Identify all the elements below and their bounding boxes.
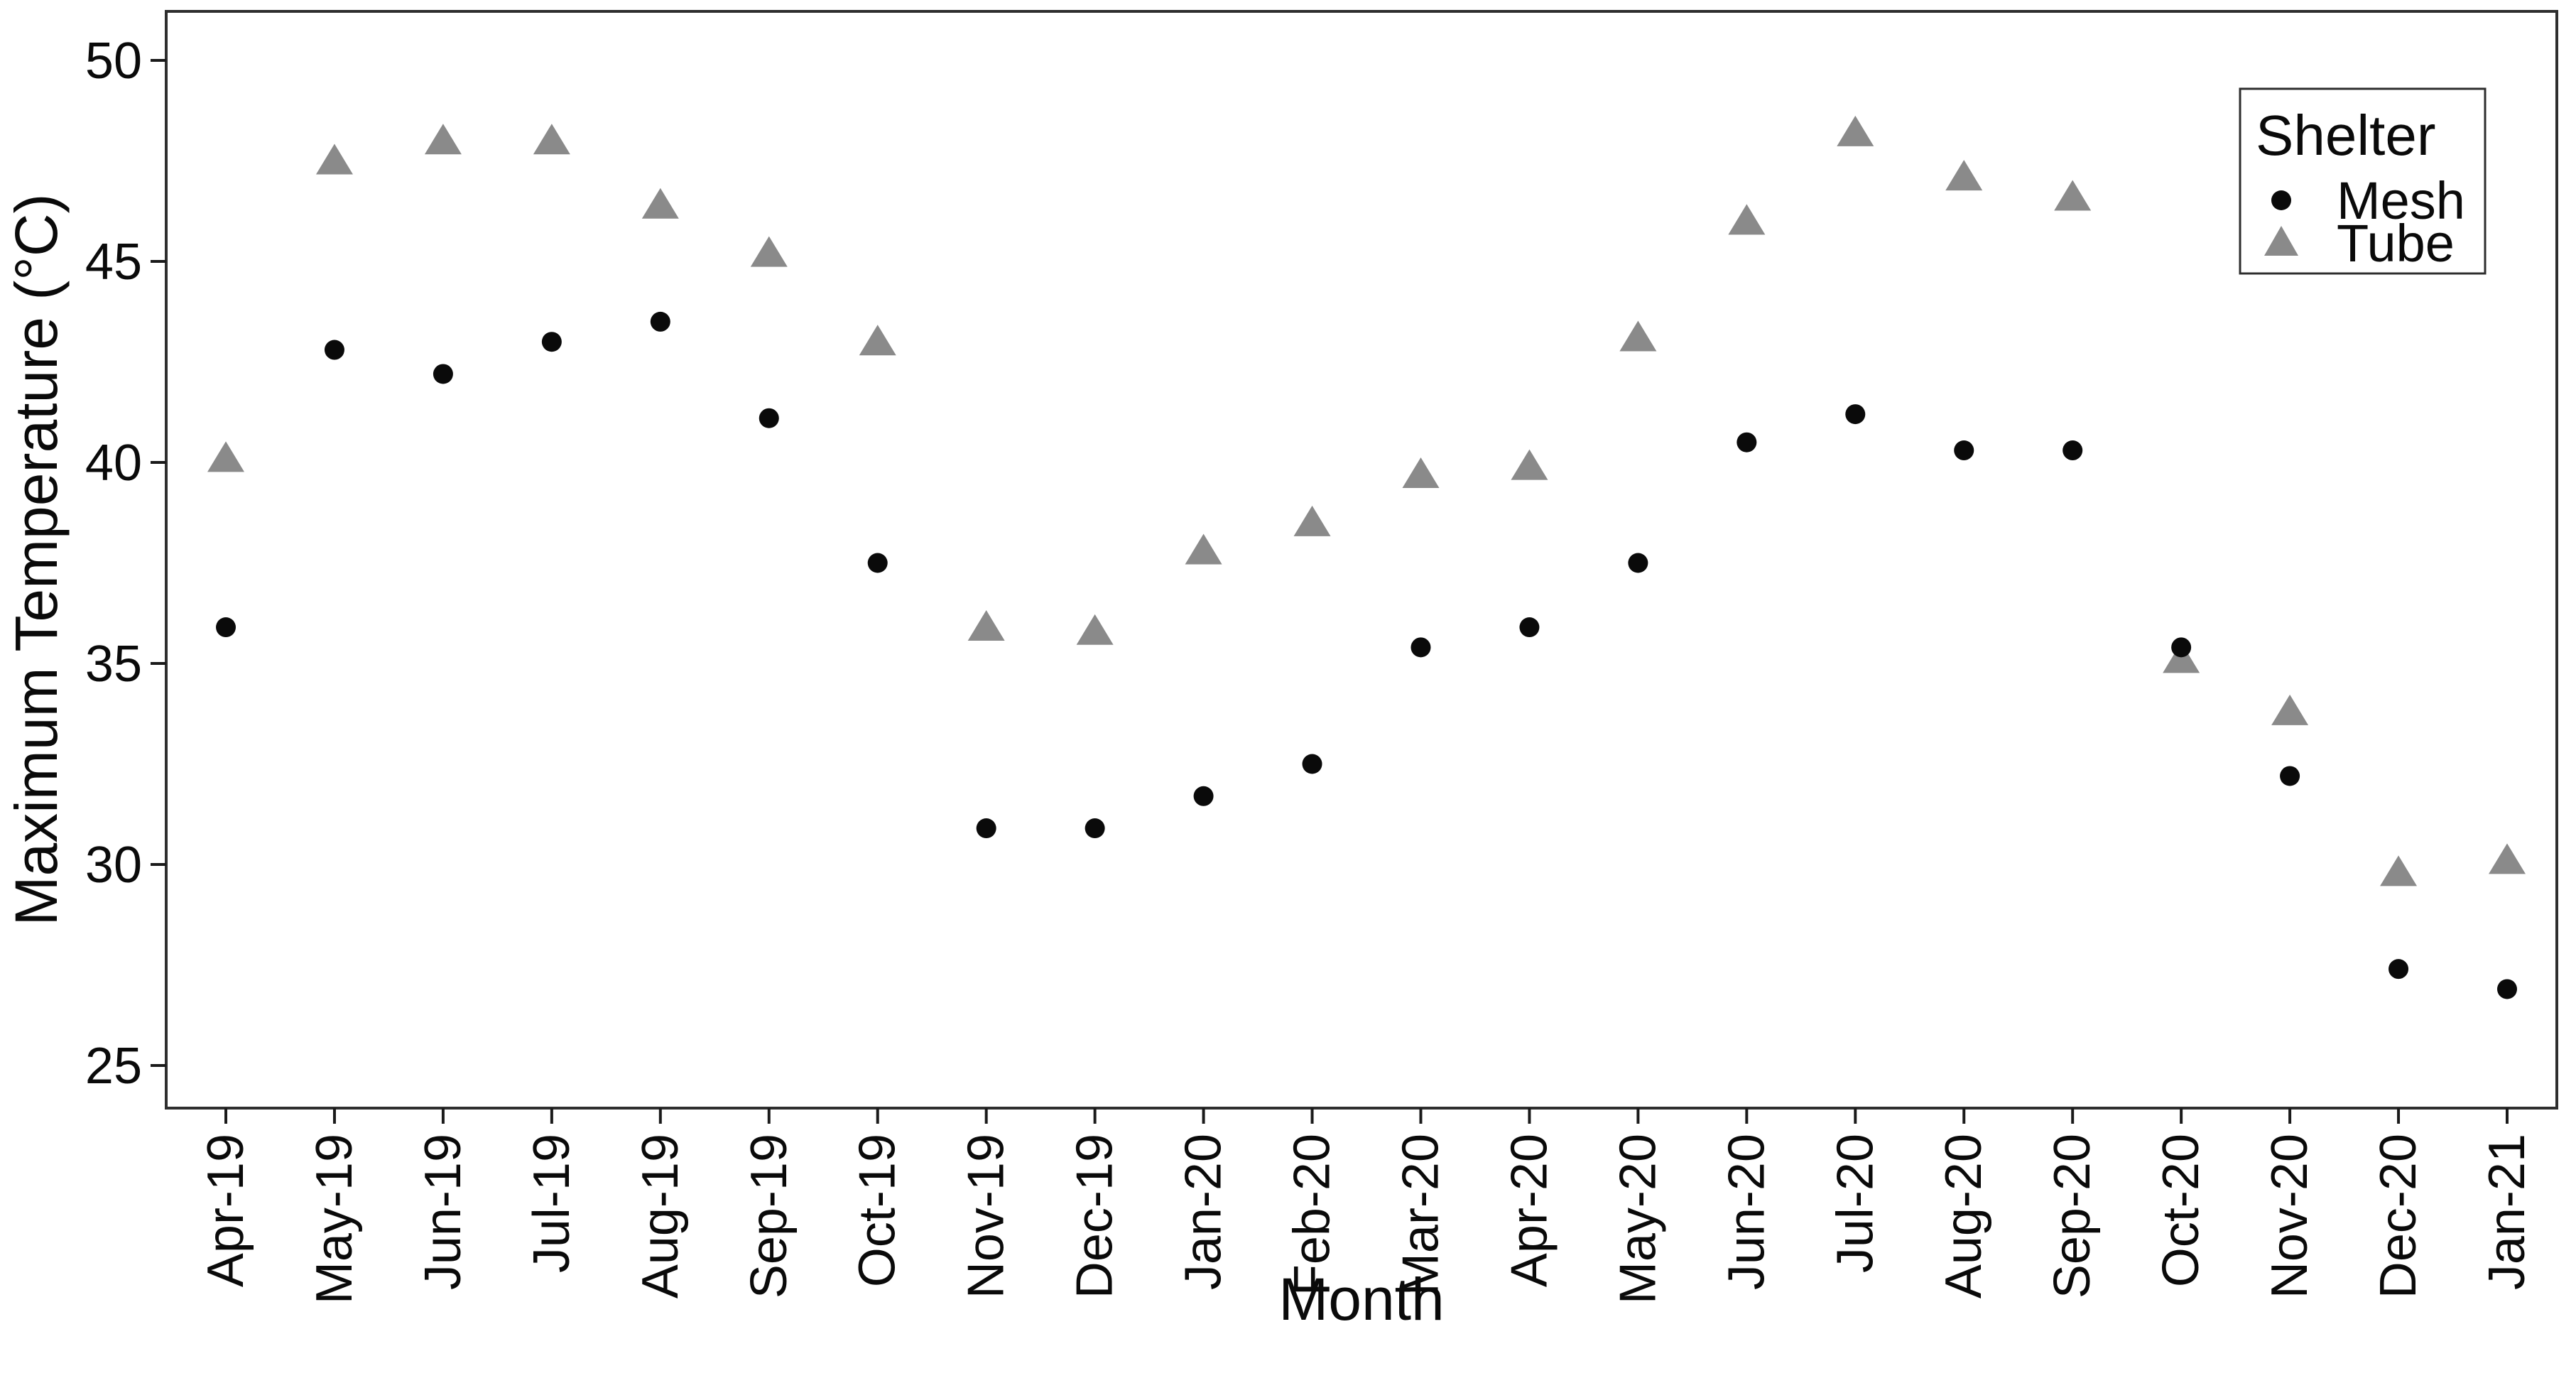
mesh-data-point xyxy=(1085,818,1105,839)
x-tick-label: Jul-20 xyxy=(1827,1134,1884,1273)
mesh-data-point xyxy=(433,364,453,384)
x-tick-label: Nov-20 xyxy=(2261,1134,2318,1298)
x-tick-label: Oct-19 xyxy=(849,1134,906,1287)
mesh-data-point xyxy=(759,408,779,428)
mesh-data-point xyxy=(2497,979,2517,999)
tube-data-point xyxy=(641,188,679,219)
tube-data-point xyxy=(2271,694,2309,725)
x-tick-label: Sep-19 xyxy=(741,1134,798,1298)
mesh-data-point xyxy=(216,617,236,638)
tube-data-point xyxy=(533,124,570,155)
x-tick-label: Feb-20 xyxy=(1284,1134,1341,1296)
mesh-data-point xyxy=(650,311,670,332)
mesh-data-point xyxy=(1302,754,1322,774)
tube-data-point xyxy=(2380,855,2418,886)
y-tick-label: 30 xyxy=(85,837,142,894)
tube-data-point xyxy=(2489,843,2526,874)
tube-data-point xyxy=(1619,320,1657,352)
x-tick-label: Sep-20 xyxy=(2044,1134,2101,1298)
x-axis-ticks: Apr-19 May-19 Jun-19 Jul-19 Aug-19 Sep-19 Oct-… xyxy=(197,1108,2536,1304)
x-tick-label: Aug-20 xyxy=(1935,1134,1992,1298)
mesh-data-point xyxy=(1519,617,1540,638)
x-tick-label: May-19 xyxy=(306,1134,363,1304)
mesh-data-point xyxy=(1737,432,1757,452)
mesh-data-point xyxy=(1193,786,1214,806)
mesh-data-point xyxy=(1954,440,1974,461)
mesh-data-point xyxy=(867,553,888,573)
tube-data-point xyxy=(859,325,896,356)
tube-data-point xyxy=(2163,642,2200,673)
legend-mesh-label: Mesh xyxy=(2337,171,2465,230)
x-tick-label: Jul-19 xyxy=(523,1134,580,1273)
mesh-data-point xyxy=(2388,959,2409,980)
mesh-data-point xyxy=(2063,440,2083,461)
tube-data-point xyxy=(750,236,788,267)
tube-data-point xyxy=(1185,533,1222,565)
mesh-data-point xyxy=(2171,637,2192,658)
tube-data-point xyxy=(1076,614,1114,645)
tube-data-point xyxy=(1293,505,1331,536)
mesh-data-point xyxy=(976,818,996,839)
legend-title: Shelter xyxy=(2256,104,2435,167)
mesh-data-point xyxy=(1628,553,1648,573)
plot-panel xyxy=(165,10,2558,1110)
legend: Shelter Mesh Tube xyxy=(2239,87,2487,275)
tube-data-point xyxy=(1728,204,1766,235)
x-tick-label: May-20 xyxy=(1609,1134,1666,1304)
y-tick-label: 35 xyxy=(85,636,142,693)
y-axis-title: Maximum Temperature (°C) xyxy=(3,194,70,926)
x-tick-label: Jan-21 xyxy=(2479,1134,2536,1290)
x-tick-label: Dec-20 xyxy=(2370,1134,2427,1298)
tube-data-point xyxy=(967,610,1005,641)
x-tick-label: Dec-19 xyxy=(1067,1134,1124,1298)
tube-data-point xyxy=(1511,449,1548,480)
data-points-layer xyxy=(207,115,2526,999)
x-tick-label: Jan-20 xyxy=(1175,1134,1232,1290)
x-tick-label: Apr-19 xyxy=(197,1134,254,1287)
tube-data-point xyxy=(207,441,244,472)
mesh-data-point xyxy=(2280,766,2300,786)
y-tick-label: 45 xyxy=(85,234,142,291)
legend-tube-marker-icon xyxy=(2264,226,2298,256)
mesh-data-point xyxy=(1845,404,1866,425)
tube-data-point xyxy=(1837,115,1874,146)
tube-data-point xyxy=(2054,180,2092,211)
x-tick-label: Mar-20 xyxy=(1392,1134,1449,1296)
mesh-data-point xyxy=(1411,637,1431,658)
legend-tube-label: Tube xyxy=(2337,214,2455,273)
x-tick-label: Aug-19 xyxy=(632,1134,689,1298)
x-tick-label: Jun-20 xyxy=(1718,1134,1775,1290)
x-axis-title: Month xyxy=(1278,1266,1444,1333)
x-tick-label: Nov-19 xyxy=(958,1134,1015,1298)
y-tick-label: 40 xyxy=(85,435,142,492)
mesh-data-point xyxy=(541,332,562,352)
tube-data-point xyxy=(1402,457,1440,488)
mesh-data-point xyxy=(324,340,344,360)
x-tick-label: Apr-20 xyxy=(1501,1134,1558,1287)
y-axis-ticks: 25 30 35 40 45 50 xyxy=(85,33,166,1095)
tube-data-point xyxy=(424,124,462,155)
legend-mesh-marker-icon xyxy=(2271,190,2291,210)
y-tick-label: 25 xyxy=(85,1038,142,1095)
y-tick-label: 50 xyxy=(85,33,142,90)
tube-data-point xyxy=(1945,160,1983,191)
tube-data-point xyxy=(315,143,353,175)
x-tick-label: Oct-20 xyxy=(2153,1134,2210,1287)
x-tick-label: Jun-19 xyxy=(415,1134,472,1290)
